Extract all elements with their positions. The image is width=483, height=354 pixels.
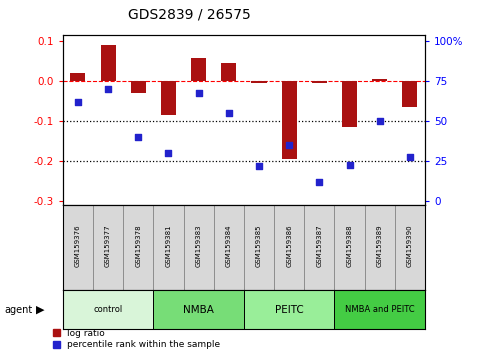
Point — [376, 119, 384, 124]
Bar — [63, 205, 93, 290]
Bar — [213, 205, 244, 290]
Text: NMBA: NMBA — [183, 305, 214, 315]
Bar — [123, 205, 154, 290]
Bar — [244, 290, 334, 329]
Point — [104, 86, 112, 92]
Text: control: control — [93, 305, 123, 314]
Bar — [282, 81, 297, 159]
Bar — [221, 63, 236, 81]
Bar — [395, 205, 425, 290]
Point — [165, 150, 172, 156]
Text: GSM159387: GSM159387 — [316, 225, 322, 267]
Text: GSM159390: GSM159390 — [407, 225, 413, 267]
Bar — [252, 81, 267, 84]
Point — [134, 135, 142, 140]
Bar — [191, 58, 206, 81]
Text: ▶: ▶ — [36, 305, 45, 315]
Point — [255, 163, 263, 169]
Point — [315, 179, 323, 185]
Text: GSM159376: GSM159376 — [75, 225, 81, 267]
Text: GDS2839 / 26575: GDS2839 / 26575 — [128, 7, 251, 21]
Text: GSM159384: GSM159384 — [226, 225, 232, 267]
Text: PEITC: PEITC — [275, 305, 304, 315]
Bar — [63, 290, 154, 329]
Bar — [334, 205, 365, 290]
Bar — [154, 205, 184, 290]
Text: GSM159389: GSM159389 — [377, 225, 383, 267]
Text: NMBA and PEITC: NMBA and PEITC — [345, 305, 414, 314]
Point — [406, 154, 414, 159]
Bar — [334, 290, 425, 329]
Text: GSM159377: GSM159377 — [105, 225, 111, 267]
Bar — [244, 205, 274, 290]
Legend: log ratio, percentile rank within the sample: log ratio, percentile rank within the sa… — [53, 329, 220, 349]
Bar — [154, 290, 244, 329]
Bar — [100, 45, 115, 81]
Text: GSM159383: GSM159383 — [196, 225, 201, 267]
Bar — [402, 81, 417, 107]
Text: GSM159378: GSM159378 — [135, 225, 141, 267]
Bar — [342, 81, 357, 127]
Bar — [312, 81, 327, 84]
Text: GSM159381: GSM159381 — [166, 225, 171, 267]
Bar — [161, 81, 176, 115]
Bar — [131, 81, 146, 93]
Bar — [372, 79, 387, 81]
Bar — [304, 205, 334, 290]
Point — [346, 162, 354, 167]
Bar — [274, 205, 304, 290]
Point — [195, 90, 202, 96]
Bar — [93, 205, 123, 290]
Point — [285, 143, 293, 148]
Bar — [71, 73, 85, 81]
Text: agent: agent — [5, 305, 33, 315]
Text: GSM159388: GSM159388 — [347, 225, 353, 267]
Bar — [184, 205, 213, 290]
Point — [74, 99, 82, 105]
Point — [225, 110, 233, 116]
Text: GSM159385: GSM159385 — [256, 225, 262, 267]
Bar — [365, 205, 395, 290]
Text: GSM159386: GSM159386 — [286, 225, 292, 267]
